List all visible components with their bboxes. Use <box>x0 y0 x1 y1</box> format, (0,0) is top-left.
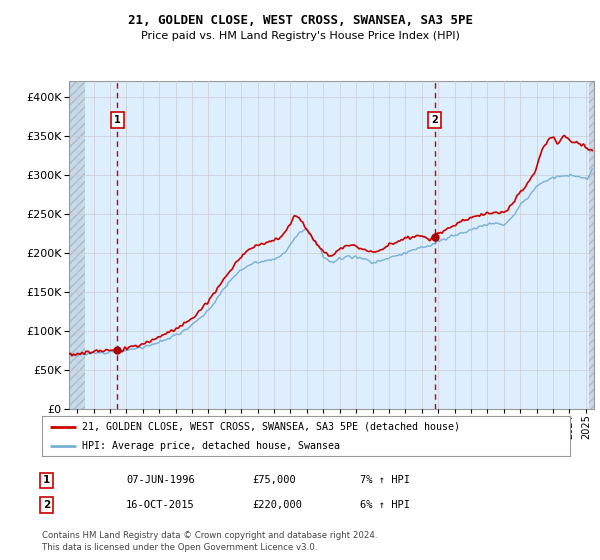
Text: 1: 1 <box>114 115 121 125</box>
Text: £220,000: £220,000 <box>252 500 302 510</box>
Text: Contains HM Land Registry data © Crown copyright and database right 2024.
This d: Contains HM Land Registry data © Crown c… <box>42 531 377 552</box>
Text: 1: 1 <box>43 475 50 486</box>
Text: 6% ↑ HPI: 6% ↑ HPI <box>360 500 410 510</box>
Text: £75,000: £75,000 <box>252 475 296 486</box>
Text: 21, GOLDEN CLOSE, WEST CROSS, SWANSEA, SA3 5PE: 21, GOLDEN CLOSE, WEST CROSS, SWANSEA, S… <box>128 14 473 27</box>
Bar <box>589 81 594 409</box>
Text: 2: 2 <box>43 500 50 510</box>
Text: 7% ↑ HPI: 7% ↑ HPI <box>360 475 410 486</box>
Text: 2: 2 <box>431 115 438 125</box>
Text: HPI: Average price, detached house, Swansea: HPI: Average price, detached house, Swan… <box>82 441 340 450</box>
Text: 07-JUN-1996: 07-JUN-1996 <box>126 475 195 486</box>
Text: 16-OCT-2015: 16-OCT-2015 <box>126 500 195 510</box>
Text: Price paid vs. HM Land Registry's House Price Index (HPI): Price paid vs. HM Land Registry's House … <box>140 31 460 41</box>
Bar <box>69 81 85 409</box>
Text: 21, GOLDEN CLOSE, WEST CROSS, SWANSEA, SA3 5PE (detached house): 21, GOLDEN CLOSE, WEST CROSS, SWANSEA, S… <box>82 422 460 432</box>
